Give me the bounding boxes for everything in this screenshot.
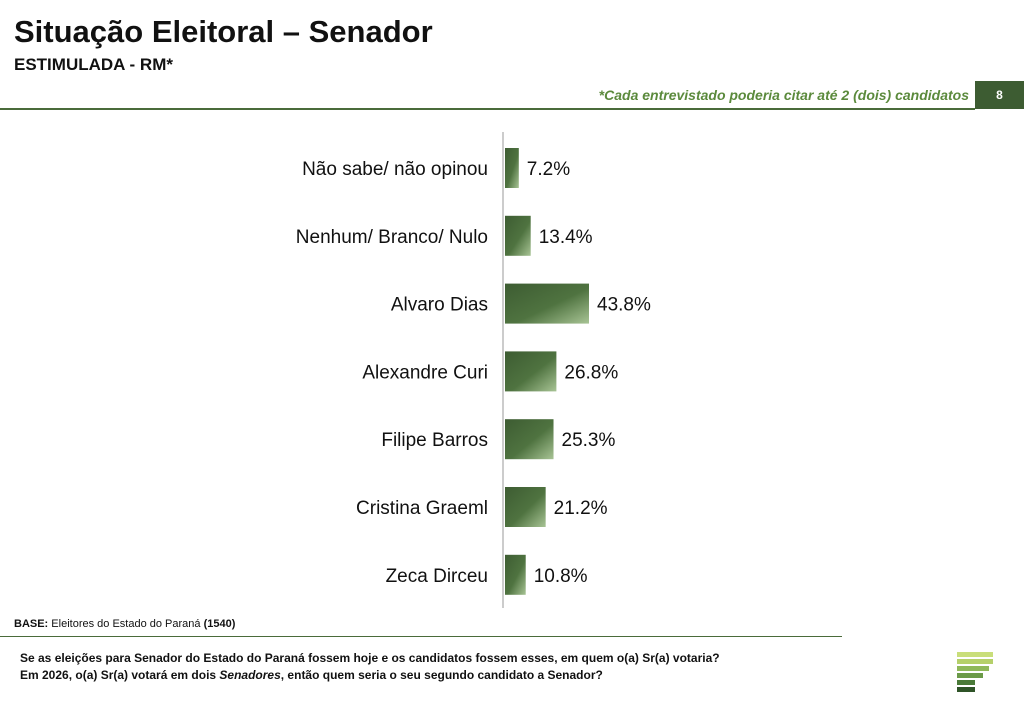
base-label: BASE:	[14, 618, 49, 630]
base-note: BASE: Eleitores do Estado do Paraná (154…	[14, 618, 235, 630]
category-label: Filipe Barros	[381, 430, 488, 451]
bar	[505, 487, 546, 527]
category-label: Alvaro Dias	[391, 295, 488, 316]
base-text: Eleitores do Estado do Paraná	[51, 618, 201, 630]
data-label: 13.4%	[539, 227, 593, 248]
category-label: Alexandre Curi	[362, 362, 488, 383]
base-count: (1540)	[203, 618, 236, 630]
data-label: 26.8%	[564, 362, 618, 383]
brand-logo-icon	[957, 652, 993, 692]
bar	[505, 419, 554, 460]
bar	[505, 283, 589, 324]
bar	[505, 554, 526, 595]
data-label: 25.3%	[562, 430, 616, 451]
question-line-2: Em 2026, o(a) Sr(a) votará em dois Senad…	[20, 668, 603, 682]
category-label: Não sabe/ não opinou	[302, 159, 488, 180]
data-label: 7.2%	[527, 159, 570, 180]
bar	[505, 351, 557, 392]
data-label: 43.8%	[597, 295, 651, 316]
page-number-badge: 8	[975, 81, 1024, 109]
page-subtitle: ESTIMULADA - RM*	[14, 55, 173, 74]
category-label: Cristina Graeml	[356, 498, 488, 519]
footer-divider	[0, 636, 842, 637]
bar-chart: Não sabe/ não opinou 7.2% Nenhum/ Branco/ …	[296, 132, 651, 608]
category-label: Zeca Dirceu	[386, 566, 488, 587]
question-emphasis: Senadores	[219, 668, 281, 682]
survey-question: Se as eleições para Senador do Estado do…	[20, 650, 720, 684]
data-label: 10.8%	[534, 566, 588, 587]
question-line-1: Se as eleições para Senador do Estado do…	[20, 651, 720, 665]
footnote-note: *Cada entrevistado poderia citar até 2 (…	[598, 87, 969, 103]
data-label: 21.2%	[554, 498, 608, 519]
page-title: Situação Eleitoral – Senador	[14, 14, 433, 49]
header-divider	[0, 108, 975, 110]
bar	[505, 148, 519, 188]
bar	[505, 215, 531, 256]
category-label: Nenhum/ Branco/ Nulo	[296, 227, 488, 248]
